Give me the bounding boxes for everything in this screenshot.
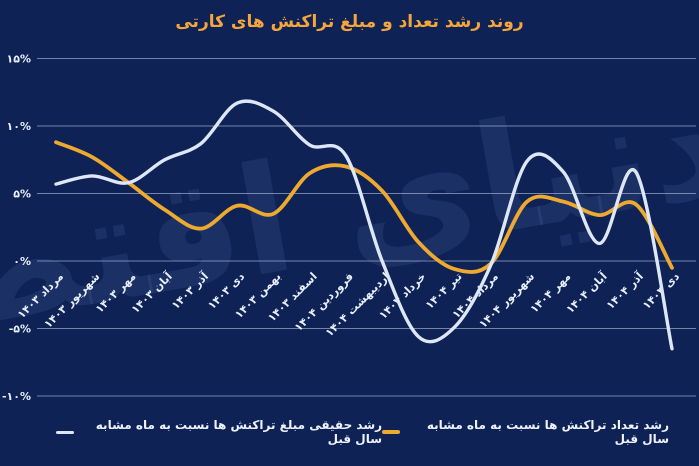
x-axis-label: آذر ۱۴۰۴ (603, 269, 646, 312)
y-tick-label: ۱۵% (7, 53, 31, 66)
y-tick-label: -۱۰% (2, 390, 31, 403)
amount-line-swatch (56, 430, 74, 434)
y-tick-label: ۰% (13, 255, 31, 268)
chart-title: روند رشد تعداد و مبلغ تراکنش های کارتی (175, 12, 524, 32)
series-line-count (54, 140, 674, 274)
count-line-swatch (382, 430, 400, 434)
y-tick-label: ۱۰% (7, 120, 31, 133)
series-line-amount (54, 99, 674, 351)
legend-label-amount: رشد حقیقی مبلغ تراکنش ها نسبت به ماه مشا… (95, 418, 383, 446)
legend-item-count: رشد تعداد تراکنش ها نسبت به ماه مشابه سا… (382, 418, 669, 446)
y-tick-label: -۵% (9, 323, 31, 336)
legend: رشد حقیقی مبلغ تراکنش ها نسبت به ماه مشا… (56, 418, 669, 446)
legend-label-count: رشد تعداد تراکنش ها نسبت به ماه مشابه سا… (426, 418, 669, 446)
legend-item-amount: رشد حقیقی مبلغ تراکنش ها نسبت به ماه مشا… (56, 418, 382, 446)
y-tick-label: ۵% (13, 188, 31, 201)
x-axis-label: آذر ۱۴۰۳ (168, 269, 211, 312)
